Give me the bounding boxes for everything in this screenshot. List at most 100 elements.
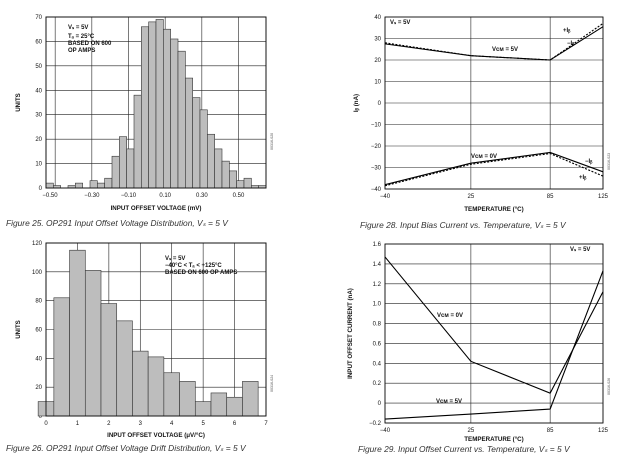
c25-bar (236, 180, 245, 189)
c28-annotation: +Iᵦ (579, 175, 587, 181)
c25-y-axis-label: UNITS (15, 93, 22, 112)
c25-x-tick-label: 0.10 (159, 193, 171, 199)
c28-y-tick-label: −20 (371, 144, 382, 150)
c25-y-tick-label: 70 (35, 15, 42, 21)
c25-bar (207, 133, 215, 189)
c26-y-tick-label: 40 (35, 356, 42, 362)
c25-bar (75, 182, 83, 189)
c25-bar (45, 182, 54, 189)
c25-bar (243, 177, 252, 189)
c28-series-line (384, 151, 604, 186)
c28-chart: −40 −30 −20 −10 0 10 20 30 40 −40 25 85 125 TEMPERATU… (353, 15, 611, 230)
c26-bar (132, 350, 149, 417)
c29-plot-frame (384, 243, 604, 424)
c26-plot-border (45, 242, 267, 417)
c29-y-tick-label: 1.4 (373, 262, 382, 268)
c25-bar (133, 94, 142, 189)
c28-annotation: −Iᵦ (585, 159, 593, 165)
c29-y-tick-label: 0.6 (373, 341, 382, 347)
c25-x-tick-label: −0.30 (84, 193, 100, 199)
c25-y-tick-label: 40 (35, 88, 42, 94)
c26-y-tick-label: 60 (35, 328, 42, 334)
c26-x-tick-label: 0 (44, 421, 48, 427)
c26-y-axis-label: UNITS (15, 320, 22, 339)
c26-figure-code: 00316-024 (270, 375, 274, 392)
c28-y-tick-label: −10 (371, 123, 382, 129)
c25-bar (119, 136, 127, 189)
c29-y-tick-label: 0.4 (373, 361, 382, 367)
c28-y-tick-label: 40 (374, 15, 381, 21)
c29-annotation: Vᴄᴍ = 5V (436, 399, 462, 405)
c29-x-tick-label: 85 (547, 428, 554, 434)
c26-y-tick-label: 120 (32, 241, 43, 247)
c26-bar (100, 303, 118, 417)
c29-y-tick-label: 0 (378, 401, 382, 407)
c26-bar (226, 396, 243, 417)
c26-y-tick-label: 100 (32, 270, 43, 276)
c26-x-tick-label: 7 (264, 421, 268, 427)
c26-caption: Figure 26. OP291 Input Offset Voltage Dr… (6, 443, 247, 453)
c29-chart: −0.2 0 0.2 0.4 0.6 0.8 1.0 1.2 1.4 1.6 −40 25 85 125 T… (347, 242, 611, 454)
c28-x-axis-label: TEMPERATURE (°C) (464, 206, 523, 213)
c26-x-tick-label: 2 (107, 421, 111, 427)
c28-annotation: +Iᵦ (563, 28, 571, 34)
c25-x-tick-label: 0.30 (196, 193, 208, 199)
c25-y-tick-label: 30 (35, 113, 42, 119)
c28-annotation: Vᴄᴍ = 5V (492, 47, 518, 53)
c25-chart: 0 10 20 30 40 50 60 70 −0.50 −0.30 −0.10 0.10 0.30 0.… (6, 15, 274, 228)
c25-bar (221, 160, 230, 189)
c28-x-tick-label: 125 (598, 194, 609, 200)
c25-bar (89, 180, 98, 189)
c29-caption: Figure 29. Input Offset Current vs. Temp… (358, 444, 571, 454)
c26-x-tick-label: 6 (233, 421, 237, 427)
c25-annotation: OP AMPS (68, 48, 95, 54)
c28-y-tick-label: 10 (374, 80, 381, 86)
c28-figure-code: 00316-023 (607, 153, 611, 170)
c28-series-line (384, 152, 604, 187)
c29-x-tick-label: −40 (380, 428, 391, 434)
c25-bar (163, 28, 171, 189)
c26-x-tick-label: 1 (76, 421, 80, 427)
c28-plot-frame (384, 16, 604, 190)
c28-y-tick-label: −40 (371, 187, 382, 193)
c26-bar (116, 320, 133, 417)
c29-y-tick-label: 0.2 (373, 381, 382, 387)
c26-x-axis-label: INPUT OFFSET VOLTAGE (μV/°C) (107, 432, 205, 439)
c25-bar (229, 170, 237, 189)
c25-y-tick-label: 60 (35, 39, 42, 45)
c25-bar (148, 21, 157, 189)
c29-y-tick-label: 1.6 (373, 242, 382, 248)
c26-bar (84, 270, 102, 417)
c29-annotation: Vᴄᴍ = 0V (437, 313, 463, 319)
c25-caption: Figure 25. OP291 Input Offset Voltage Di… (6, 218, 229, 228)
c28-y-axis-label: Iᵦ (nA) (353, 94, 360, 112)
c25-annotation: BASED ON 600 (68, 41, 112, 47)
c25-annotation: Tₐ = 25°C (68, 34, 95, 40)
c25-bar (104, 177, 113, 189)
c29-annotation: Vₛ = 5V (570, 247, 590, 253)
c29-series-line (384, 270, 604, 420)
c25-x-tick-label: −0.50 (42, 193, 58, 199)
c25-annotation: Vₛ = 5V (68, 25, 88, 31)
c29-series-line (384, 256, 604, 394)
c25-bar (141, 26, 149, 189)
c28-x-tick-label: 25 (468, 194, 475, 200)
c25-figure-code: 00316-020 (270, 133, 274, 150)
c29-y-axis-label: INPUT OFFSET CURRENT (nA) (347, 288, 354, 379)
c25-x-tick-label: 0.50 (233, 193, 245, 199)
c25-y-tick-label: 50 (35, 64, 42, 70)
c25-y-tick-label: 20 (35, 137, 42, 143)
c28-annotation: Vᴄᴍ = 0V (471, 154, 497, 160)
c26-x-tick-label: 5 (201, 421, 205, 427)
c29-y-tick-label: −0.2 (369, 421, 382, 427)
c26-annotation: BASED ON 600 OP AMPS (165, 270, 237, 276)
c25-y-tick-label: 10 (35, 162, 42, 168)
c25-bar (170, 38, 179, 189)
c29-x-tick-label: 125 (598, 428, 609, 434)
c28-x-tick-label: 85 (547, 194, 554, 200)
c29-y-tick-label: 1.2 (373, 282, 382, 288)
c25-bar (97, 182, 105, 189)
c26-y-tick-label: 20 (35, 385, 42, 391)
c26-y-tick-label: 0 (39, 414, 43, 420)
